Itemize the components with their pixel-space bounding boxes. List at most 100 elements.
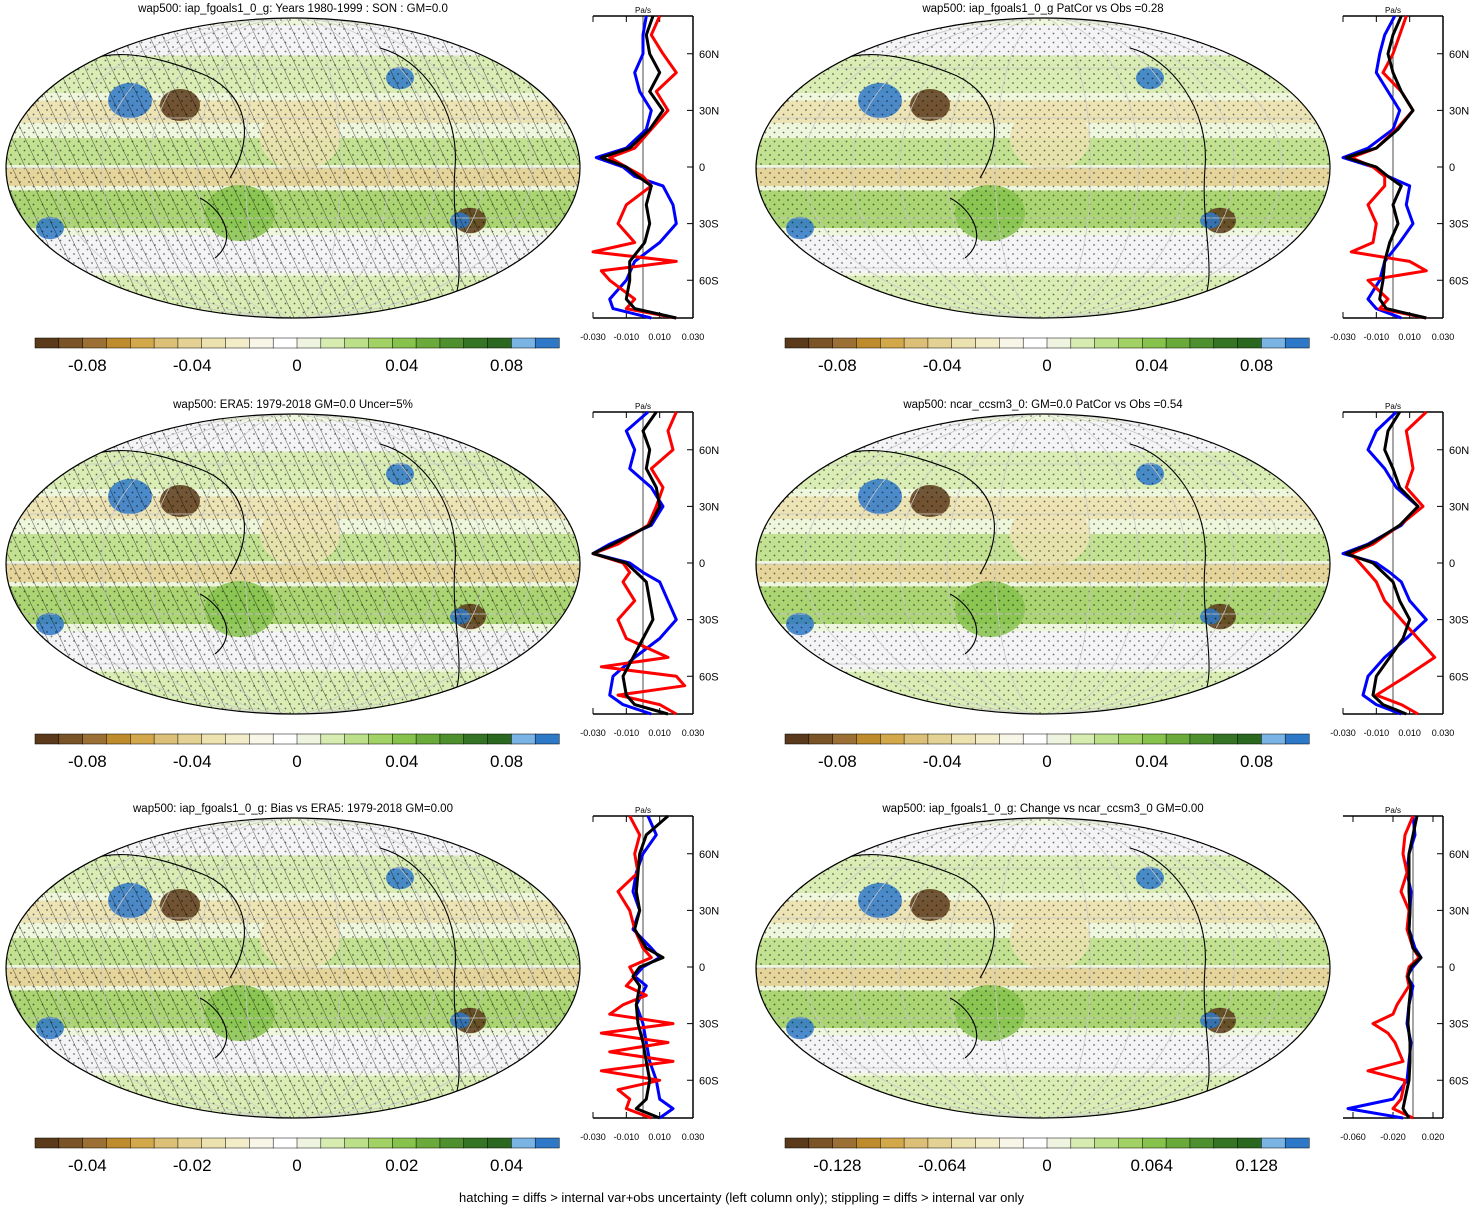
profile-units: Pa/s — [635, 806, 651, 815]
colorbar-tick-label: -0.04 — [923, 752, 962, 771]
colorbar-swatch — [1070, 337, 1096, 349]
longitude-gridline — [851, 18, 1235, 318]
profile-y-tick-label: 60S — [1449, 671, 1469, 683]
colorbar-swatch — [1189, 733, 1215, 745]
colorbar-swatch — [1165, 337, 1191, 349]
colorbar-swatch — [344, 733, 370, 745]
map-field — [6, 414, 580, 714]
map-border — [755, 17, 1331, 319]
longitude-gridline — [149, 414, 437, 714]
colorbar-tick-label: 0.02 — [385, 1156, 418, 1175]
colorbar-swatch — [1213, 1137, 1239, 1149]
colorbar-tick-label: 0.08 — [1240, 752, 1273, 771]
panel-6: wap500: iap_fgoals1_0_g: Change vs ncar_… — [755, 803, 1469, 1175]
colorbar-swatch — [1284, 337, 1310, 349]
colorbar-swatch — [784, 733, 810, 745]
colorbar-swatch — [392, 1137, 417, 1149]
colorbar-tick-label: 0 — [292, 752, 301, 771]
colorbar-swatch — [1284, 1137, 1310, 1149]
colorbar-swatch — [1046, 733, 1072, 745]
colorbar-swatch — [487, 1137, 512, 1149]
profile-x-tick-label: 0.030 — [682, 332, 705, 342]
zonal-profile: Pa/s -0.030 -0.010 0.010 0.030 60N 30N 0 30S 60S — [580, 402, 719, 738]
colorbar-swatch — [1142, 337, 1167, 349]
profile-line-blue — [594, 15, 678, 320]
colorbar-swatch — [439, 1137, 465, 1149]
profile-y-tick-label: 30N — [1449, 905, 1469, 917]
colorbar-swatch — [880, 733, 905, 745]
colorbar-swatch — [58, 1137, 84, 1149]
colorbar-swatch — [999, 733, 1024, 745]
colorbar-swatch — [999, 1137, 1024, 1149]
colorbar-swatch — [225, 337, 250, 349]
longitude-gridline — [53, 818, 533, 1118]
profile-x-tick-label: -0.030 — [1330, 332, 1356, 342]
colorbar-swatch — [808, 1137, 834, 1149]
profile-x-tick-label: -0.010 — [614, 728, 640, 738]
colorbar-swatch — [487, 733, 512, 745]
colorbar-swatch — [1142, 733, 1167, 745]
map-border — [5, 17, 581, 319]
colorbar-swatch — [856, 733, 881, 745]
profile-x-tick-label: -0.010 — [1364, 332, 1390, 342]
colorbar-swatch — [511, 337, 536, 349]
colorbar-swatch — [1189, 1137, 1215, 1149]
profile-line-black — [591, 411, 669, 716]
colorbar-swatch — [249, 1137, 274, 1149]
colorbar-swatch — [82, 733, 108, 745]
profile-line-black — [599, 15, 677, 320]
colorbar-tick-label: -0.04 — [923, 356, 962, 375]
longitude-gridline — [899, 18, 1187, 318]
colorbar-swatch — [1165, 733, 1191, 745]
colorbar-swatch — [1237, 733, 1262, 745]
panel-title: wap500: iap_fgoals1_0_g: Bias vs ERA5: 1… — [132, 803, 453, 815]
hatch-overlay — [6, 414, 580, 714]
profile-y-tick-label: 60N — [1449, 445, 1469, 457]
longitude-gridline — [899, 818, 1187, 1118]
colorbar-swatch — [1237, 337, 1262, 349]
profile-x-tick-label: 0.030 — [682, 728, 705, 738]
colorbar-tick-label: -0.04 — [173, 752, 212, 771]
colorbar-swatch — [153, 733, 179, 745]
profile-units: Pa/s — [1385, 402, 1401, 411]
colorbar-swatch — [130, 1137, 155, 1149]
profile-y-tick-label: 30S — [1449, 1019, 1469, 1031]
colorbar-swatch — [82, 1137, 108, 1149]
profile-y-tick-label: 60N — [1449, 849, 1469, 861]
colorbar-swatch — [534, 1137, 560, 1149]
colorbar-swatch — [463, 337, 489, 349]
map-field — [756, 18, 1330, 318]
hatch-overlay — [6, 18, 580, 318]
colorbar-tick-label: -0.04 — [173, 356, 212, 375]
profile-y-tick-label: 0 — [1449, 558, 1455, 570]
colorbar-swatch — [856, 1137, 881, 1149]
panel-3: wap500: ERA5: 1979-2018 GM=0.0 Uncer=5% -… — [5, 399, 719, 771]
colorbar-swatch — [511, 733, 536, 745]
colorbar-swatch — [415, 1137, 441, 1149]
longitude-gridline — [101, 818, 485, 1118]
profile-y-tick-label: 60N — [1449, 49, 1469, 61]
panel-title: wap500: iap_fgoals1_0_g: Change vs ncar_… — [881, 803, 1203, 815]
colorbar-tick-label: 0.064 — [1131, 1156, 1174, 1175]
longitude-gridline — [244, 414, 342, 714]
longitude-gridline — [994, 818, 1092, 1118]
profile-y-tick-label: 30S — [699, 1019, 719, 1031]
colorbar-swatch — [1094, 733, 1120, 745]
profile-x-tick-label: -0.030 — [580, 728, 606, 738]
panel-title: wap500: ERA5: 1979-2018 GM=0.0 Uncer=5% — [172, 399, 413, 411]
map-border — [755, 413, 1331, 715]
colorbar-swatch — [856, 337, 881, 349]
colorbar-swatch — [296, 337, 322, 349]
longitude-gridline — [197, 818, 389, 1118]
profile-x-tick-label: 0.030 — [1432, 728, 1455, 738]
profile-y-tick-label: 0 — [699, 558, 705, 570]
colorbar-swatch — [225, 1137, 250, 1149]
stipple-overlay — [756, 414, 1330, 714]
colorbar-swatch — [1284, 733, 1310, 745]
profile-x-tick-label: 0.010 — [1398, 728, 1421, 738]
colorbar-swatch — [153, 337, 179, 349]
colorbar-swatch — [951, 1137, 977, 1149]
colorbar-swatch — [1118, 337, 1143, 349]
stipple-overlay — [756, 818, 1330, 1118]
